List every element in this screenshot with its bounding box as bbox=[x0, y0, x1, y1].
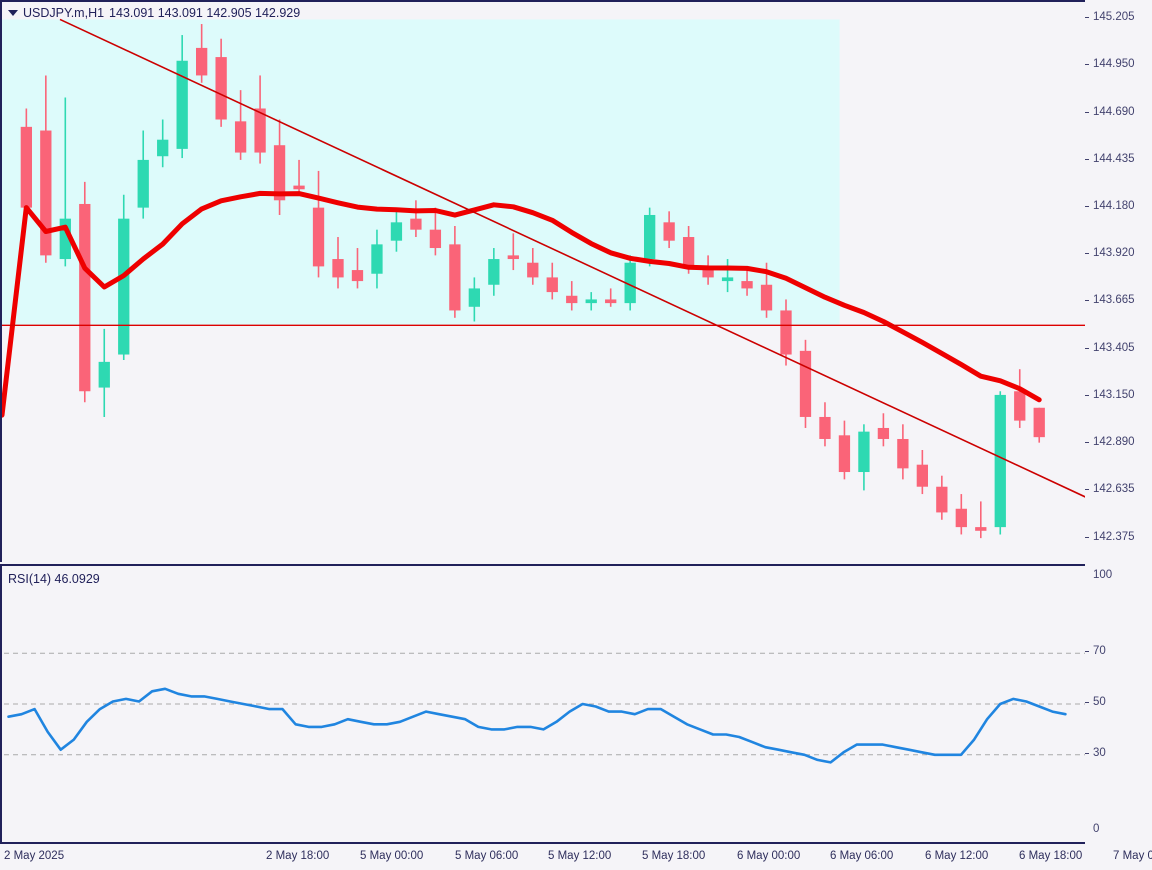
candle-body bbox=[488, 259, 500, 285]
candle-body bbox=[527, 262, 539, 278]
candle-body bbox=[916, 464, 929, 487]
time-axis-tick: 2 May 18:00 bbox=[266, 850, 330, 862]
time-axis-tick: 5 May 12:00 bbox=[548, 850, 612, 862]
candle-body bbox=[371, 244, 383, 274]
candle-body bbox=[351, 270, 364, 282]
candle-body bbox=[682, 237, 695, 267]
price-axis-tick: 142.375 bbox=[1085, 531, 1135, 544]
price-axis-tick: 144.690 bbox=[1085, 106, 1135, 119]
candle-body bbox=[721, 277, 734, 282]
candle-body bbox=[955, 508, 967, 528]
candle-body bbox=[624, 262, 636, 304]
candle-body bbox=[273, 145, 286, 201]
symbol-timeframe-label: USDJPY.m,H1 bbox=[23, 6, 105, 20]
candle-body bbox=[137, 159, 149, 208]
price-axis-tick: 144.180 bbox=[1085, 200, 1135, 213]
candle-body bbox=[760, 284, 773, 311]
time-axis-tick: 2 May 2025 bbox=[4, 850, 65, 862]
candle-body bbox=[98, 361, 110, 388]
price-axis[interactable]: 145.205 144.950 144.690 144.435 144.180 143.9… bbox=[1085, 0, 1152, 562]
candle-body bbox=[254, 108, 266, 153]
candle-body bbox=[838, 435, 851, 473]
candle-body bbox=[605, 299, 617, 304]
candle-body bbox=[79, 203, 91, 392]
time-axis-tick: 6 May 18:00 bbox=[1019, 850, 1083, 862]
moving-average-line bbox=[2, 190, 1042, 418]
price-chart-svg bbox=[2, 18, 1085, 539]
price-axis-tick: 143.150 bbox=[1085, 389, 1135, 402]
rsi-axis-tick: 50 bbox=[1085, 696, 1106, 709]
candle-body bbox=[215, 57, 227, 120]
time-axis-tick: 5 May 00:00 bbox=[360, 850, 424, 862]
candle-body bbox=[332, 259, 344, 278]
rsi-axis-tick: 30 bbox=[1085, 747, 1106, 760]
rsi-axis-tick: 100 bbox=[1093, 569, 1113, 581]
candle-body bbox=[390, 222, 403, 241]
candle-body bbox=[566, 295, 578, 304]
chevron-down-icon[interactable] bbox=[8, 10, 18, 16]
candle-body bbox=[196, 47, 208, 76]
rsi-label: RSI(14) 46.0929 bbox=[8, 572, 100, 586]
candle-body bbox=[936, 486, 948, 513]
rsi-gridlines bbox=[4, 652, 1085, 756]
rsi-indicator-pane[interactable]: RSI(14) 46.0929 bbox=[0, 564, 1085, 844]
price-axis-tick: 142.635 bbox=[1085, 483, 1135, 496]
candle-body bbox=[429, 229, 442, 249]
rsi-axis-tick: 70 bbox=[1085, 645, 1106, 658]
price-axis-tick: 143.405 bbox=[1085, 342, 1135, 355]
candle-body bbox=[741, 281, 753, 289]
candle-body bbox=[877, 427, 890, 439]
candle-body bbox=[157, 139, 169, 157]
candle-body bbox=[994, 394, 1006, 528]
time-axis[interactable]: 2 May 2025 2 May 18:00 5 May 00:00 5 May 06… bbox=[0, 846, 1152, 870]
candle-body bbox=[1033, 407, 1045, 438]
candle-body bbox=[819, 416, 831, 439]
candle-body bbox=[312, 207, 325, 267]
time-axis-tick: 7 May 00:00 bbox=[1113, 850, 1152, 862]
rsi-line bbox=[7, 687, 1067, 764]
candle-body bbox=[702, 266, 714, 278]
candle-body bbox=[40, 130, 52, 256]
candle-body bbox=[663, 222, 675, 241]
time-axis-tick: 6 May 06:00 bbox=[830, 850, 894, 862]
price-axis-tick: 142.890 bbox=[1085, 436, 1135, 449]
time-axis-tick: 6 May 12:00 bbox=[925, 850, 989, 862]
time-axis-tick: 5 May 06:00 bbox=[455, 850, 519, 862]
candle-body bbox=[410, 218, 422, 230]
trend-line[interactable] bbox=[59, 18, 1085, 498]
price-axis-tick: 143.665 bbox=[1085, 294, 1135, 307]
candle-body bbox=[293, 185, 305, 190]
candle-body bbox=[234, 121, 247, 153]
time-axis-tick: 5 May 18:00 bbox=[642, 850, 706, 862]
candle-body bbox=[585, 299, 597, 304]
rsi-axis-tick: 0 bbox=[1093, 823, 1100, 835]
candle-body bbox=[858, 431, 870, 473]
ohlc-values-label: 143.091 143.091 142.905 142.929 bbox=[109, 6, 301, 20]
candle-body bbox=[799, 350, 812, 417]
rsi-axis[interactable]: 100 70 50 30 0 bbox=[1085, 564, 1152, 844]
price-axis-tick: 145.205 bbox=[1085, 11, 1135, 24]
rsi-chart-svg bbox=[4, 652, 1085, 764]
candle-body bbox=[897, 438, 909, 469]
candle-body bbox=[1014, 391, 1026, 421]
chart-header: USDJPY.m,H1 143.091 143.091 142.905 142.… bbox=[8, 6, 300, 20]
candle-body bbox=[644, 214, 656, 260]
time-axis-tick: 6 May 00:00 bbox=[737, 850, 801, 862]
price-axis-tick: 144.950 bbox=[1085, 58, 1135, 71]
price-chart-pane[interactable]: USDJPY.m,H1 143.091 143.091 142.905 142.… bbox=[0, 0, 1085, 562]
candle-body bbox=[507, 255, 519, 260]
price-axis-tick: 143.920 bbox=[1085, 247, 1135, 260]
candle-body bbox=[975, 527, 987, 531]
candle-body bbox=[468, 288, 481, 307]
candle-body bbox=[449, 244, 461, 311]
candle-body bbox=[546, 277, 558, 293]
candle-body bbox=[59, 218, 71, 260]
candle-body bbox=[118, 218, 130, 355]
price-axis-tick: 144.435 bbox=[1085, 153, 1135, 166]
candle-body bbox=[20, 126, 32, 208]
candle-body bbox=[176, 60, 188, 149]
candle-body bbox=[780, 310, 792, 355]
